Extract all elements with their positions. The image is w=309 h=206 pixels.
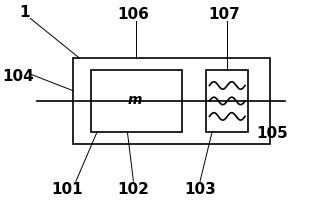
Text: 106: 106	[117, 7, 149, 22]
Text: 103: 103	[184, 182, 216, 197]
Bar	[91, 70, 182, 132]
Text: 107: 107	[208, 7, 240, 22]
Text: 1: 1	[19, 5, 30, 20]
Text: 102: 102	[117, 182, 149, 197]
Bar	[206, 70, 248, 132]
Text: 101: 101	[51, 182, 83, 197]
Text: m: m	[128, 93, 142, 107]
Bar	[73, 58, 270, 144]
Text: 105: 105	[257, 126, 289, 141]
Text: 104: 104	[2, 69, 34, 84]
